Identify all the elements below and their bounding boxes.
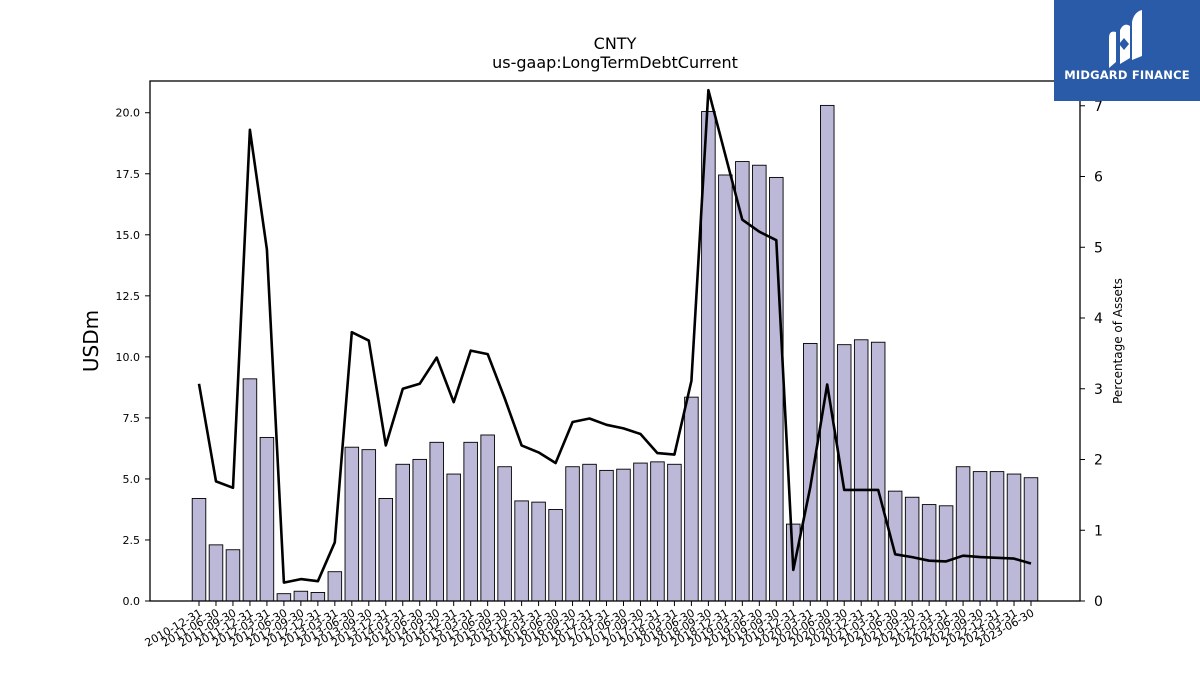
bar — [480, 434, 495, 602]
bar — [208, 544, 224, 602]
bar — [497, 466, 512, 602]
bar — [955, 466, 971, 602]
bar — [870, 341, 886, 602]
bar — [582, 463, 597, 602]
y2-tick-label: 6 — [1094, 170, 1103, 186]
bar — [225, 549, 241, 602]
y2-tick-label: 5 — [1094, 240, 1103, 256]
y-tick-label: 17.5 — [116, 168, 141, 181]
series-line — [197, 88, 1032, 584]
bar — [1006, 473, 1022, 602]
bar — [293, 590, 309, 602]
y2-tick-label: 3 — [1094, 382, 1103, 398]
y-tick-label: 20.0 — [116, 107, 141, 120]
y2-tick-label: 1 — [1094, 523, 1103, 539]
y-tick-label: 12.5 — [116, 290, 141, 303]
bar — [684, 396, 699, 602]
y-axis-label: USDm — [79, 310, 103, 372]
bar — [633, 462, 648, 602]
bar — [735, 161, 750, 602]
bar — [412, 458, 427, 602]
midgard-logo-icon — [1109, 10, 1142, 69]
bar — [820, 104, 835, 602]
chart-subtitle: us-gaap:LongTermDebtCurrent — [492, 53, 738, 72]
bar — [259, 436, 275, 602]
bar — [242, 378, 258, 602]
y-tick-label: 0.0 — [123, 595, 141, 608]
bar — [531, 501, 546, 602]
bar — [361, 449, 377, 602]
y2-tick-label: 2 — [1094, 453, 1103, 469]
bar — [599, 469, 614, 602]
bar — [565, 466, 580, 602]
logo-text: MIDGARD FINANCE — [1064, 68, 1190, 82]
bar — [803, 342, 818, 602]
bar — [276, 593, 292, 602]
bar — [616, 468, 631, 602]
chart-title: CNTY — [594, 34, 637, 53]
bar — [395, 463, 410, 602]
plot-frame — [149, 80, 1081, 602]
bar — [989, 471, 1005, 602]
y-tick-label: 2.5 — [123, 534, 141, 547]
bar — [327, 571, 343, 602]
bar — [310, 592, 326, 602]
bar — [378, 498, 394, 602]
bar — [718, 174, 733, 602]
bar — [548, 509, 563, 602]
midgard-finance-logo: MIDGARD FINANCE — [1054, 0, 1200, 101]
bar — [972, 471, 988, 602]
bar — [887, 490, 903, 602]
bar — [429, 441, 444, 602]
y-tick-label: 15.0 — [116, 229, 141, 242]
y2-tick-label: 0 — [1094, 594, 1103, 610]
y-tick-label: 5.0 — [123, 473, 141, 486]
y-tick-label: 10.0 — [116, 351, 141, 364]
bar — [650, 461, 665, 602]
bar — [1023, 477, 1039, 602]
bar — [463, 441, 478, 602]
y-tick-label: 7.5 — [123, 412, 141, 425]
bar — [904, 496, 920, 602]
bar — [853, 339, 869, 602]
bar — [344, 446, 360, 602]
y2-tick-label: 7 — [1094, 99, 1103, 115]
bar — [836, 344, 852, 602]
bar — [667, 463, 682, 602]
bar — [191, 498, 207, 602]
y2-axis-label: Percentage of Assets — [1111, 278, 1125, 404]
bar — [938, 505, 954, 602]
bar — [921, 504, 937, 602]
bar — [514, 500, 529, 602]
bar — [446, 473, 461, 602]
y2-tick-label: 4 — [1094, 311, 1103, 327]
